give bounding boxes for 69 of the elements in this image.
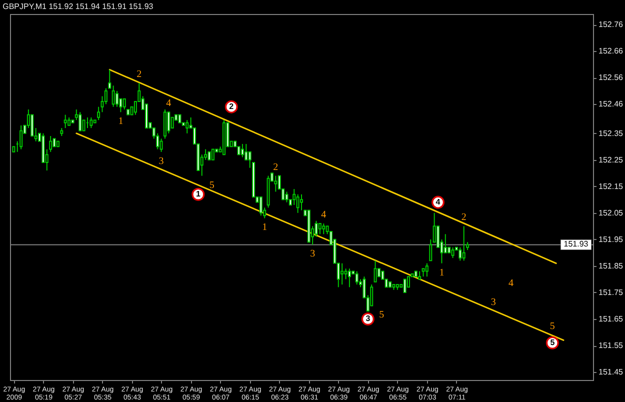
annotation: 3 bbox=[310, 248, 316, 260]
candlestick bbox=[462, 226, 466, 262]
candlestick bbox=[444, 234, 447, 254]
y-tick-label: 151.55 bbox=[598, 341, 624, 350]
y-tick-label: 151.75 bbox=[598, 288, 624, 297]
y-tick-label: 151.65 bbox=[598, 314, 624, 324]
candlestick bbox=[186, 120, 189, 134]
chart-title: GBPJPY,M1 151.92 151.94 151.91 151.93 bbox=[2, 2, 154, 11]
annotation: 3 bbox=[366, 314, 371, 323]
annotation: 4 bbox=[436, 197, 441, 206]
annotation: 3 bbox=[158, 156, 164, 167]
candlestick bbox=[344, 268, 348, 280]
y-tick-label: 152.25 bbox=[598, 155, 624, 164]
candlestick bbox=[274, 175, 278, 192]
y-tick-label: 152.46 bbox=[598, 100, 624, 109]
annotation: 3 bbox=[490, 297, 496, 308]
annotation: 2 bbox=[273, 162, 278, 173]
annotation: 4 bbox=[508, 278, 514, 289]
candlestick bbox=[90, 116, 93, 129]
annotation: 5 bbox=[550, 338, 556, 347]
candlestick bbox=[318, 223, 322, 235]
annotation: 4 bbox=[166, 98, 172, 110]
candlestick bbox=[116, 90, 119, 108]
ref-line-label: 151.93 bbox=[564, 240, 589, 249]
y-tick-label: 152.35 bbox=[598, 128, 624, 138]
annotation: 5 bbox=[209, 180, 214, 191]
candlestick bbox=[355, 270, 358, 286]
annotation: 5 bbox=[379, 310, 384, 321]
y-tick-label: 151.45 bbox=[598, 368, 624, 377]
annotation: 4 bbox=[321, 210, 326, 221]
annotation: 1 bbox=[262, 222, 268, 234]
candlestick bbox=[458, 246, 462, 262]
candlestick bbox=[429, 238, 432, 262]
y-tick-label: 152.05 bbox=[598, 208, 624, 218]
annotation: 2 bbox=[136, 68, 142, 80]
y-tick-label: 152.56 bbox=[598, 73, 624, 82]
candlestick bbox=[259, 196, 262, 216]
candlestick bbox=[163, 108, 166, 140]
candlestick bbox=[314, 220, 318, 238]
candlestick bbox=[348, 268, 351, 288]
y-tick-label: 151.85 bbox=[598, 261, 624, 270]
annotation: 1 bbox=[118, 116, 124, 128]
candlestick bbox=[425, 262, 428, 278]
annotation: 5 bbox=[550, 320, 555, 332]
candlestick bbox=[340, 262, 344, 286]
candlestick bbox=[112, 85, 115, 108]
candlestick bbox=[296, 194, 300, 214]
annotation: 2 bbox=[229, 102, 234, 111]
candlestick bbox=[322, 223, 326, 235]
candlestick bbox=[78, 112, 82, 132]
candlestick bbox=[20, 124, 23, 150]
annotation: 2 bbox=[461, 212, 466, 224]
y-tick-label: 152.66 bbox=[598, 46, 624, 56]
candlestick bbox=[374, 260, 377, 282]
candlestick bbox=[64, 114, 67, 129]
candlestick bbox=[240, 143, 244, 158]
candlestick bbox=[211, 148, 214, 160]
candlestick bbox=[160, 138, 163, 152]
candlestick bbox=[451, 246, 454, 258]
candlestick bbox=[292, 188, 296, 206]
candlestick bbox=[403, 278, 406, 293]
candlestick bbox=[167, 112, 170, 134]
annotation: 1 bbox=[196, 189, 201, 198]
y-tick-label: 152.76 bbox=[598, 20, 624, 30]
y-tick-label: 151.95 bbox=[598, 234, 624, 244]
annotation: 1 bbox=[439, 267, 444, 278]
y-tick-label: 152.15 bbox=[598, 182, 624, 191]
candlestick bbox=[285, 191, 288, 203]
candlestick bbox=[244, 143, 248, 160]
